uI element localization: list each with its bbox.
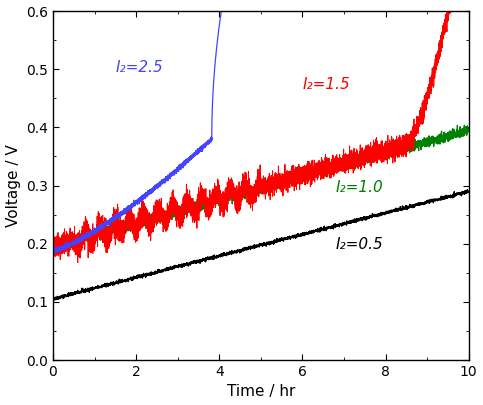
Text: I₂=2.5: I₂=2.5 <box>115 60 163 75</box>
X-axis label: Time / hr: Time / hr <box>227 384 295 399</box>
Text: I₂=1.5: I₂=1.5 <box>302 77 350 92</box>
Y-axis label: Voltage / V: Voltage / V <box>6 144 21 227</box>
Text: I₂=0.5: I₂=0.5 <box>336 237 384 252</box>
Text: I₂=1.0: I₂=1.0 <box>336 181 384 196</box>
